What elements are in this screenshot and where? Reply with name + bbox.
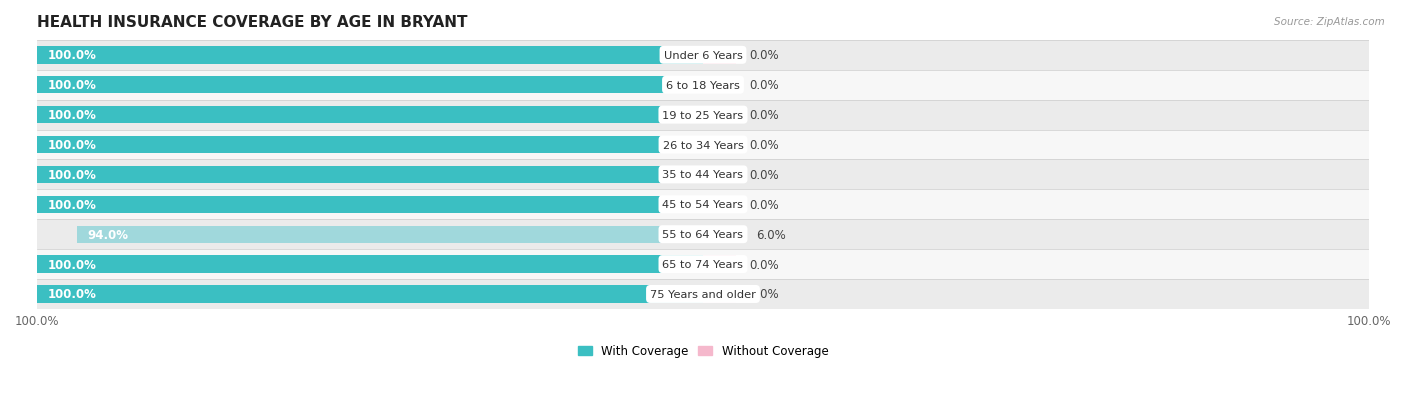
Bar [37, 130, 1369, 160]
Text: 26 to 34 Years: 26 to 34 Years [662, 140, 744, 150]
Text: 0.0%: 0.0% [749, 258, 779, 271]
Bar [37, 107, 703, 124]
Bar [703, 107, 737, 124]
Text: 100.0%: 100.0% [48, 198, 96, 211]
Text: 0.0%: 0.0% [749, 169, 779, 181]
Text: 19 to 25 Years: 19 to 25 Years [662, 110, 744, 120]
Bar [703, 256, 737, 273]
Text: Under 6 Years: Under 6 Years [664, 51, 742, 61]
Text: 55 to 64 Years: 55 to 64 Years [662, 230, 744, 240]
Text: 100.0%: 100.0% [48, 169, 96, 181]
Bar [703, 47, 737, 64]
Bar [703, 77, 737, 94]
Text: 0.0%: 0.0% [749, 198, 779, 211]
Bar [703, 196, 737, 214]
Text: 45 to 54 Years: 45 to 54 Years [662, 200, 744, 210]
Bar [37, 100, 1369, 130]
Bar [37, 77, 703, 94]
Bar [703, 286, 737, 303]
Text: 0.0%: 0.0% [749, 139, 779, 152]
Text: 6.0%: 6.0% [756, 228, 786, 241]
Bar [37, 137, 703, 154]
Text: 0.0%: 0.0% [749, 49, 779, 62]
Bar [37, 220, 1369, 249]
Text: 0.0%: 0.0% [749, 79, 779, 92]
Text: 100.0%: 100.0% [48, 79, 96, 92]
Bar [703, 166, 737, 184]
Text: 65 to 74 Years: 65 to 74 Years [662, 259, 744, 269]
Text: 35 to 44 Years: 35 to 44 Years [662, 170, 744, 180]
Text: 94.0%: 94.0% [87, 228, 128, 241]
Bar [37, 160, 1369, 190]
Text: HEALTH INSURANCE COVERAGE BY AGE IN BRYANT: HEALTH INSURANCE COVERAGE BY AGE IN BRYA… [37, 15, 468, 30]
Text: Source: ZipAtlas.com: Source: ZipAtlas.com [1274, 17, 1385, 26]
Text: 0.0%: 0.0% [749, 109, 779, 122]
Text: 100.0%: 100.0% [48, 288, 96, 301]
Bar [703, 226, 742, 243]
Bar [37, 166, 703, 184]
Text: 100.0%: 100.0% [48, 258, 96, 271]
Bar [77, 226, 703, 243]
Legend: With Coverage, Without Coverage: With Coverage, Without Coverage [572, 340, 834, 362]
Text: 75 Years and older: 75 Years and older [650, 289, 756, 299]
Text: 100.0%: 100.0% [48, 109, 96, 122]
Bar [37, 196, 703, 214]
Bar [37, 286, 703, 303]
Bar [37, 279, 1369, 309]
Bar [37, 47, 703, 64]
Bar [37, 249, 1369, 279]
Bar [37, 190, 1369, 220]
Text: 0.0%: 0.0% [749, 288, 779, 301]
Bar [37, 256, 703, 273]
Text: 100.0%: 100.0% [48, 139, 96, 152]
Bar [703, 137, 737, 154]
Text: 100.0%: 100.0% [48, 49, 96, 62]
Bar [37, 41, 1369, 71]
Bar [37, 71, 1369, 100]
Text: 6 to 18 Years: 6 to 18 Years [666, 81, 740, 90]
